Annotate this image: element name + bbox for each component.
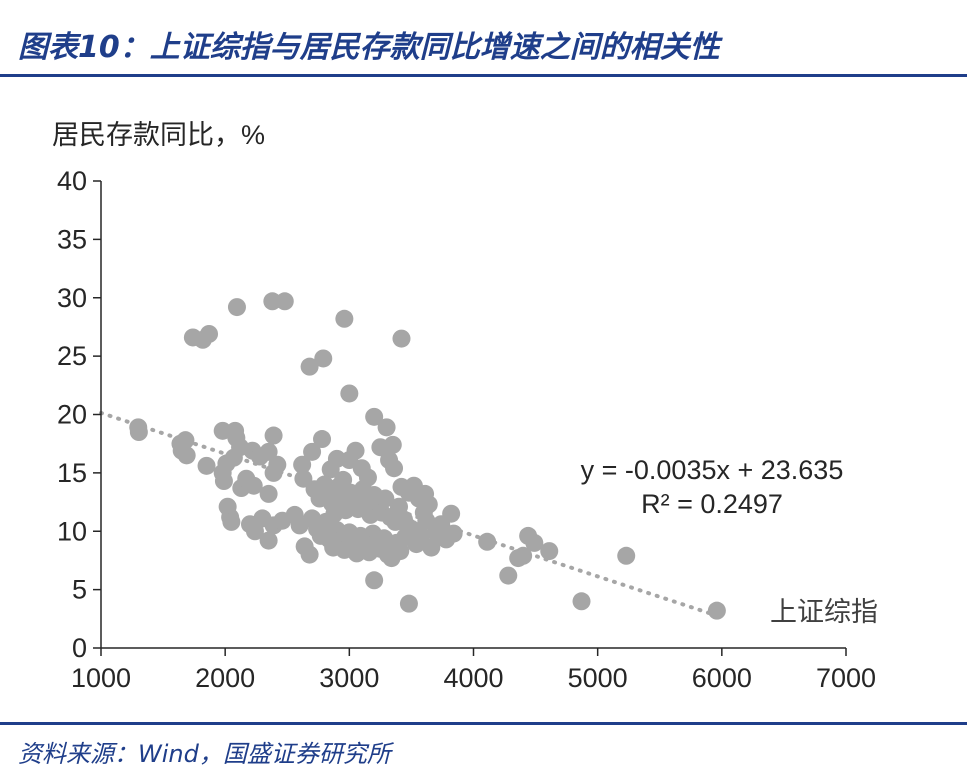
data-point [335, 309, 354, 328]
chart-title: 图表10：上证综指与居民存款同比增速之间的相关性 [18, 30, 720, 65]
x-ticks: 1000 2000 3000 4000 5000 6000 7000 [71, 648, 876, 693]
data-point [478, 532, 497, 551]
data-point [707, 601, 726, 620]
data-point [617, 546, 636, 565]
data-point [399, 594, 418, 613]
data-point [412, 526, 431, 545]
data-point [176, 431, 195, 450]
points-layer [129, 292, 726, 620]
data-point [264, 463, 283, 482]
y-tick-label: 10 [57, 516, 87, 546]
x-tick-label: 2000 [195, 663, 255, 693]
y-tick-label: 0 [72, 633, 87, 663]
y-ticks: 0 5 10 15 20 25 30 35 40 [57, 166, 101, 663]
data-point [313, 430, 332, 449]
data-point [385, 459, 404, 478]
data-point [383, 435, 402, 454]
series-label: 上证综指 [770, 597, 878, 627]
data-point [129, 423, 148, 442]
data-point [391, 542, 410, 561]
r-squared-label: R² = 0.2497 [641, 489, 783, 519]
y-tick-label: 20 [57, 400, 87, 430]
data-point [365, 571, 384, 590]
data-point [200, 324, 219, 343]
data-point [514, 546, 533, 565]
y-tick-label: 40 [57, 166, 87, 196]
data-point [264, 426, 283, 445]
data-point [244, 476, 263, 495]
data-point [224, 448, 243, 467]
data-point [300, 357, 319, 376]
source-note: 资料来源：Wind，国盛证券研究所 [18, 740, 391, 768]
y-tick-label: 5 [72, 575, 87, 605]
data-point [293, 455, 312, 474]
data-point [214, 472, 233, 491]
data-point [540, 542, 559, 561]
data-point [275, 292, 294, 311]
y-axis-label: 居民存款同比，% [52, 120, 265, 150]
data-point [259, 531, 278, 550]
data-point [525, 533, 544, 552]
data-point [259, 442, 278, 461]
trendline-equation: y = -0.0035x + 23.635 [581, 455, 844, 485]
data-point [499, 566, 518, 585]
data-point [365, 407, 384, 426]
x-tick-label: 3000 [319, 663, 379, 693]
y-tick-label: 25 [57, 341, 87, 371]
data-point [314, 349, 333, 368]
x-tick-label: 6000 [692, 663, 752, 693]
data-point [416, 484, 435, 503]
data-point [340, 384, 359, 403]
y-tick-label: 15 [57, 458, 87, 488]
data-point [213, 421, 232, 440]
data-point [222, 512, 241, 531]
data-point [263, 292, 282, 311]
data-point [197, 456, 216, 475]
footer-divider [0, 722, 967, 725]
x-tick-label: 7000 [816, 663, 876, 693]
data-point [444, 524, 463, 543]
data-point [442, 504, 461, 523]
header-divider [0, 74, 967, 77]
y-tick-label: 30 [57, 283, 87, 313]
x-tick-label: 1000 [71, 663, 131, 693]
data-point [177, 446, 196, 465]
data-point [572, 592, 591, 611]
x-tick-label: 5000 [568, 663, 628, 693]
data-point [422, 538, 441, 557]
data-point [346, 441, 365, 460]
data-point [377, 418, 396, 437]
data-point [376, 489, 395, 508]
y-tick-label: 35 [57, 224, 87, 254]
data-point [259, 484, 278, 503]
data-point [303, 442, 322, 461]
data-point [300, 545, 319, 564]
data-point [392, 329, 411, 348]
scatter-chart: 居民存款同比，% 0 5 10 15 20 25 30 35 40 1000 2000 3000 40… [52, 120, 878, 693]
data-point [227, 298, 246, 317]
x-tick-label: 4000 [443, 663, 503, 693]
